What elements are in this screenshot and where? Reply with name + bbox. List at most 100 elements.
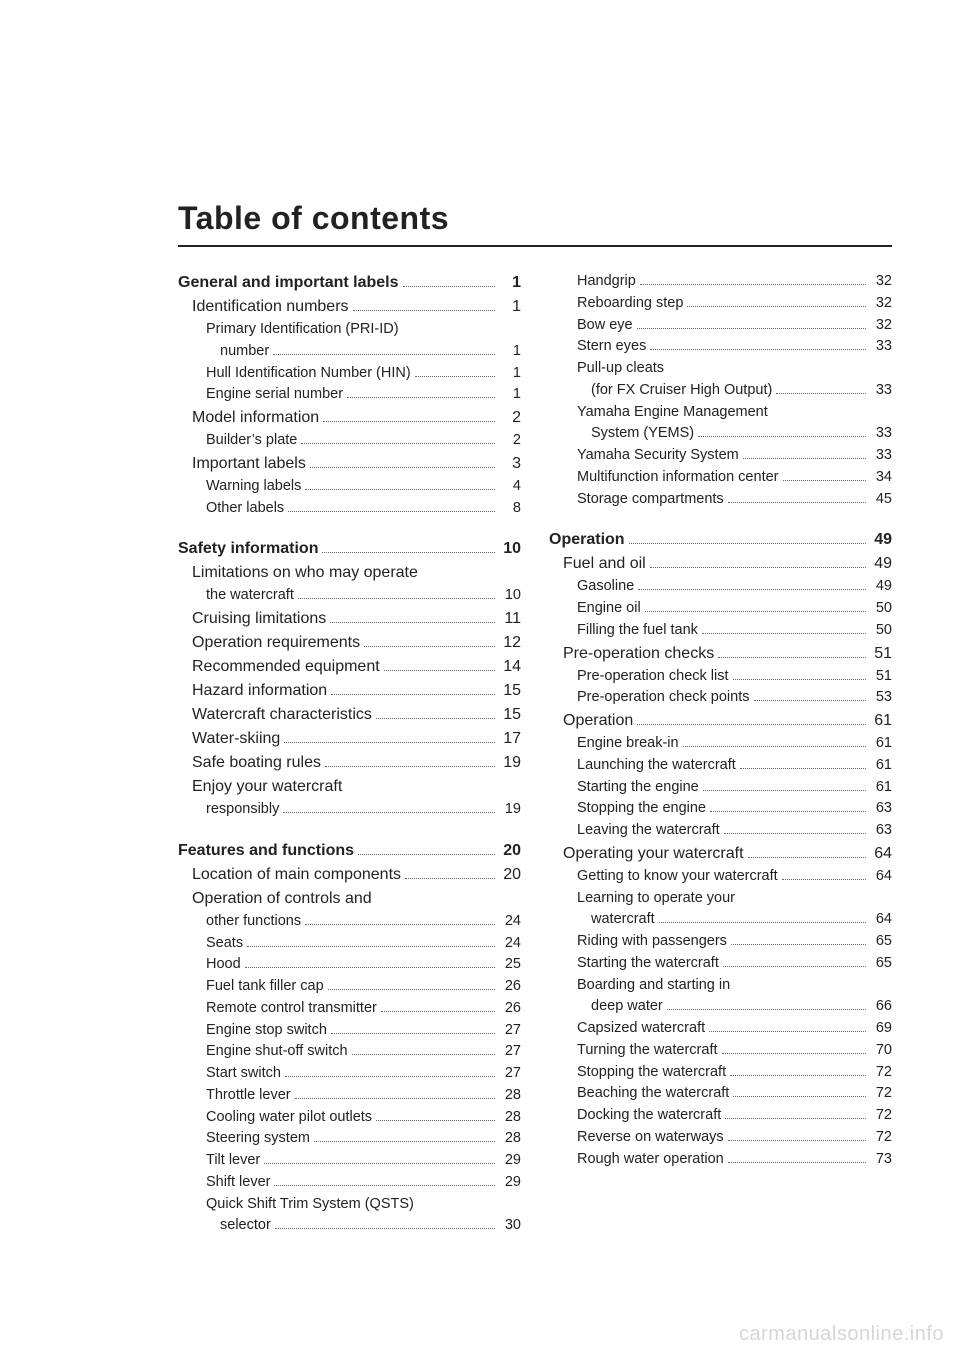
toc-row: Model information2 [178, 406, 521, 430]
toc-row: Pull-up cleats [549, 358, 892, 380]
toc-label: Operation of controls and [192, 887, 372, 911]
toc-row: Bow eye32 [549, 315, 892, 337]
toc-page-number: 51 [870, 642, 892, 666]
toc-row: Rough water operation73 [549, 1149, 892, 1171]
toc-section: Safety information10Limitations on who m… [178, 537, 521, 821]
toc-leader-dots [709, 1021, 866, 1032]
toc-leader-dots [322, 541, 495, 553]
toc-page-number: 2 [499, 406, 521, 430]
toc-page-number: 64 [870, 909, 892, 931]
toc-page-number: 72 [870, 1083, 892, 1105]
toc-page-number: 3 [499, 452, 521, 476]
toc-row: Limitations on who may operate [178, 561, 521, 585]
toc-label: Stopping the engine [577, 798, 706, 820]
toc-label: Beaching the watercraft [577, 1083, 729, 1105]
toc-row: Hazard information15 [178, 679, 521, 703]
toc-page-number: 34 [870, 467, 892, 489]
toc-page-number: 64 [870, 866, 892, 888]
toc-leader-dots [659, 912, 866, 923]
toc-row: Operation of controls and [178, 887, 521, 911]
toc-leader-dots [748, 846, 866, 858]
toc-leader-dots [325, 755, 495, 767]
toc-row: Features and functions20 [178, 839, 521, 863]
toc-page-number: 61 [870, 709, 892, 733]
toc-label: Reboarding step [577, 293, 683, 315]
toc-page-number: 33 [870, 423, 892, 445]
toc-leader-dots [638, 579, 866, 590]
toc-row: number1 [178, 341, 521, 363]
toc-page-number: 11 [499, 607, 521, 631]
toc-row: deep water66 [549, 996, 892, 1018]
toc-leader-dots [403, 275, 496, 287]
toc-row: Beaching the watercraft 72 [549, 1083, 892, 1105]
toc-leader-dots [323, 410, 495, 422]
toc-leader-dots [740, 758, 866, 769]
toc-label: Identification numbers [192, 295, 349, 319]
toc-row: Engine serial number1 [178, 384, 521, 406]
toc-row: Cooling water pilot outlets28 [178, 1107, 521, 1129]
toc-row: Filling the fuel tank50 [549, 620, 892, 642]
toc-page-number: 24 [499, 911, 521, 933]
toc-leader-dots [629, 532, 866, 544]
toc-leader-dots [285, 1066, 495, 1077]
toc-label: Location of main components [192, 863, 401, 887]
toc-row: responsibly19 [178, 799, 521, 821]
toc-row: Pre-operation check list51 [549, 666, 892, 688]
toc-leader-dots [743, 448, 866, 459]
toc-leader-dots [733, 1086, 866, 1097]
toc-label: Operation requirements [192, 631, 360, 655]
toc-row: Operating your watercraft64 [549, 842, 892, 866]
toc-label: Pre-operation checks [563, 642, 714, 666]
toc-row: Learning to operate your [549, 888, 892, 910]
toc-page-number: 14 [499, 655, 521, 679]
toc-page-number: 28 [499, 1128, 521, 1150]
toc-page-number: 50 [870, 598, 892, 620]
toc-row: Engine oil 50 [549, 598, 892, 620]
toc-page-number: 10 [499, 537, 521, 561]
toc-page-number: 24 [499, 933, 521, 955]
toc-row: Reboarding step 32 [549, 293, 892, 315]
toc-leader-dots [730, 1065, 866, 1076]
toc-leader-dots [364, 635, 495, 647]
toc-label: Limitations on who may operate [192, 561, 418, 585]
toc-label: (for FX Cruiser High Output) [591, 380, 772, 402]
toc-row: Recommended equipment 14 [178, 655, 521, 679]
toc-page-number: 29 [499, 1172, 521, 1194]
toc-label: Starting the watercraft [577, 953, 719, 975]
toc-label: Engine oil [577, 598, 641, 620]
toc-page-number: 33 [870, 336, 892, 358]
toc-page-number: 32 [870, 293, 892, 315]
toc-row: Yamaha Engine Management [549, 402, 892, 424]
toc-label: Reverse on waterways [577, 1127, 724, 1149]
toc-label: selector [220, 1215, 271, 1237]
toc-leader-dots [728, 1130, 866, 1141]
toc-label: Watercraft characteristics [192, 703, 372, 727]
toc-row: Throttle lever28 [178, 1085, 521, 1107]
toc-leader-dots [288, 501, 495, 512]
toc-row: Riding with passengers65 [549, 931, 892, 953]
toc-label: Recommended equipment [192, 655, 380, 679]
toc-leader-dots [305, 914, 495, 925]
toc-page-number: 66 [870, 996, 892, 1018]
toc-row: Boarding and starting in [549, 975, 892, 997]
toc-page-number: 72 [870, 1105, 892, 1127]
toc-leader-dots [687, 296, 866, 307]
toc-label: Shift lever [206, 1172, 270, 1194]
toc-page-number: 28 [499, 1085, 521, 1107]
toc-label: Capsized watercraft [577, 1018, 705, 1040]
toc-row: Steering system28 [178, 1128, 521, 1150]
toc-row: Launching the watercraft61 [549, 755, 892, 777]
toc-leader-dots [650, 339, 866, 350]
toc-page-number: 1 [499, 341, 521, 363]
toc-row: Tilt lever29 [178, 1150, 521, 1172]
toc-page-number: 51 [870, 666, 892, 688]
toc-label: System (YEMS) [591, 423, 694, 445]
toc-page-number: 30 [499, 1215, 521, 1237]
toc-row: Starting the watercraft65 [549, 953, 892, 975]
toc-row: Multifunction information center34 [549, 467, 892, 489]
toc-page-number: 1 [499, 271, 521, 295]
toc-leader-dots [637, 318, 866, 329]
toc-leader-dots [640, 274, 866, 285]
toc-leader-dots [782, 869, 866, 880]
toc-label: Turning the watercraft [577, 1040, 718, 1062]
